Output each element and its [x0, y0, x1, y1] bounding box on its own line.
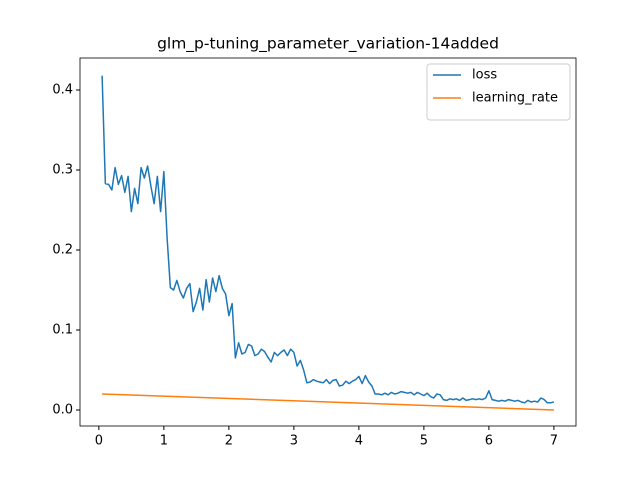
series-line [101, 75, 555, 404]
y-tick-label: 0.3 [52, 163, 73, 178]
x-tick-label: 3 [290, 434, 298, 449]
legend-label: learning_rate [472, 91, 558, 106]
y-tick-label: 0.1 [52, 323, 73, 338]
y-tick-label: 0.2 [52, 243, 73, 258]
series-line [102, 393, 554, 411]
legend-box [426, 63, 571, 121]
x-tick-label: 5 [420, 434, 428, 449]
y-tick-label: 0.4 [52, 83, 73, 98]
x-tick-label: 0 [95, 434, 103, 449]
legend-label: loss [472, 68, 497, 83]
x-tick-label: 6 [485, 434, 493, 449]
plot-frame [79, 57, 577, 427]
chart-title: glm_p-tuning_parameter_variation-14added [157, 35, 499, 54]
x-tick-label: 4 [355, 434, 363, 449]
x-tick-label: 7 [550, 434, 558, 449]
x-tick-label: 2 [225, 434, 233, 449]
y-tick-label: 0.0 [52, 403, 73, 418]
x-tick-label: 1 [160, 434, 168, 449]
